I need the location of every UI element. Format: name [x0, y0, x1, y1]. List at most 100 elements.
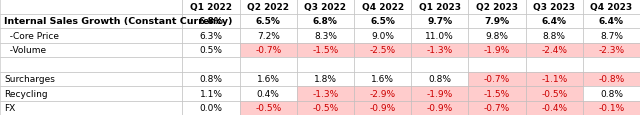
Text: -0.4%: -0.4% [541, 103, 567, 112]
Bar [525, 58, 583, 72]
Bar [525, 43, 583, 58]
Bar [297, 58, 354, 72]
Text: Q4 2022: Q4 2022 [362, 3, 404, 12]
Text: 8.8%: 8.8% [543, 32, 566, 40]
Bar [468, 101, 525, 115]
Text: 7.2%: 7.2% [257, 32, 280, 40]
Text: 0.0%: 0.0% [200, 103, 223, 112]
Bar [354, 86, 411, 101]
Bar [583, 72, 640, 86]
Text: 6.8%: 6.8% [198, 17, 223, 26]
Bar [239, 29, 297, 43]
Text: 1.8%: 1.8% [314, 75, 337, 83]
Text: -0.1%: -0.1% [598, 103, 625, 112]
Bar [0, 29, 182, 43]
Text: Q2 2022: Q2 2022 [247, 3, 289, 12]
Bar [297, 72, 354, 86]
Text: -0.5%: -0.5% [255, 103, 282, 112]
Bar [239, 0, 297, 14]
Bar [0, 86, 182, 101]
Text: 6.4%: 6.4% [599, 17, 624, 26]
Bar [239, 14, 297, 29]
Text: Recycling: Recycling [4, 89, 47, 98]
Bar [239, 43, 297, 58]
Bar [411, 86, 468, 101]
Text: -2.5%: -2.5% [369, 46, 396, 55]
Text: -1.3%: -1.3% [427, 46, 453, 55]
Bar [297, 43, 354, 58]
Bar [182, 101, 239, 115]
Text: -2.3%: -2.3% [598, 46, 625, 55]
Bar [525, 0, 583, 14]
Text: -0.5%: -0.5% [541, 89, 567, 98]
Text: -1.5%: -1.5% [312, 46, 339, 55]
Text: -1.3%: -1.3% [312, 89, 339, 98]
Text: -0.9%: -0.9% [427, 103, 453, 112]
Bar [468, 29, 525, 43]
Text: -0.7%: -0.7% [255, 46, 282, 55]
Text: Internal Sales Growth (Constant Currency): Internal Sales Growth (Constant Currency… [4, 17, 232, 26]
Bar [0, 58, 182, 72]
Bar [354, 0, 411, 14]
Bar [0, 72, 182, 86]
Bar [411, 101, 468, 115]
Text: 0.8%: 0.8% [428, 75, 451, 83]
Text: -1.1%: -1.1% [541, 75, 567, 83]
Bar [583, 58, 640, 72]
Bar [411, 72, 468, 86]
Bar [354, 43, 411, 58]
Bar [525, 101, 583, 115]
Bar [182, 86, 239, 101]
Text: 9.8%: 9.8% [486, 32, 509, 40]
Text: -1.5%: -1.5% [484, 89, 510, 98]
Bar [0, 14, 182, 29]
Text: -2.4%: -2.4% [541, 46, 567, 55]
Bar [0, 43, 182, 58]
Bar [411, 43, 468, 58]
Bar [468, 58, 525, 72]
Text: -0.8%: -0.8% [598, 75, 625, 83]
Bar [583, 14, 640, 29]
Bar [468, 86, 525, 101]
Bar [354, 72, 411, 86]
Bar [354, 101, 411, 115]
Text: Q2 2023: Q2 2023 [476, 3, 518, 12]
Bar [0, 101, 182, 115]
Text: -1.9%: -1.9% [427, 89, 453, 98]
Text: Q1 2023: Q1 2023 [419, 3, 461, 12]
Text: 11.0%: 11.0% [426, 32, 454, 40]
Bar [297, 86, 354, 101]
Text: 6.8%: 6.8% [313, 17, 338, 26]
Bar [583, 0, 640, 14]
Text: 9.0%: 9.0% [371, 32, 394, 40]
Bar [182, 0, 239, 14]
Bar [354, 14, 411, 29]
Text: 0.4%: 0.4% [257, 89, 280, 98]
Bar [239, 58, 297, 72]
Bar [297, 14, 354, 29]
Bar [583, 86, 640, 101]
Bar [354, 58, 411, 72]
Text: -0.7%: -0.7% [484, 103, 510, 112]
Text: -Volume: -Volume [4, 46, 46, 55]
Bar [354, 29, 411, 43]
Bar [239, 101, 297, 115]
Bar [182, 14, 239, 29]
Text: Q4 2023: Q4 2023 [590, 3, 632, 12]
Bar [182, 43, 239, 58]
Bar [468, 72, 525, 86]
Text: 8.7%: 8.7% [600, 32, 623, 40]
Bar [468, 0, 525, 14]
Bar [468, 14, 525, 29]
Text: -1.9%: -1.9% [484, 46, 510, 55]
Bar [0, 0, 182, 14]
Bar [411, 14, 468, 29]
Text: 1.6%: 1.6% [257, 75, 280, 83]
Bar [182, 29, 239, 43]
Text: 7.9%: 7.9% [484, 17, 509, 26]
Bar [297, 0, 354, 14]
Text: 6.3%: 6.3% [200, 32, 223, 40]
Text: -0.7%: -0.7% [484, 75, 510, 83]
Bar [525, 29, 583, 43]
Bar [239, 86, 297, 101]
